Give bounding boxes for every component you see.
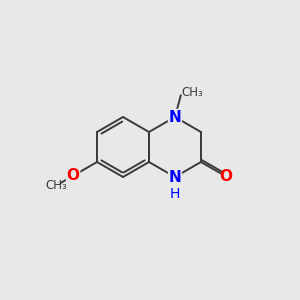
Text: N: N: [169, 110, 181, 124]
Text: CH₃: CH₃: [45, 179, 67, 192]
Text: N: N: [169, 169, 181, 184]
Text: O: O: [220, 169, 232, 184]
Text: CH₃: CH₃: [182, 86, 203, 99]
Text: O: O: [67, 168, 80, 183]
Text: H: H: [170, 188, 180, 202]
